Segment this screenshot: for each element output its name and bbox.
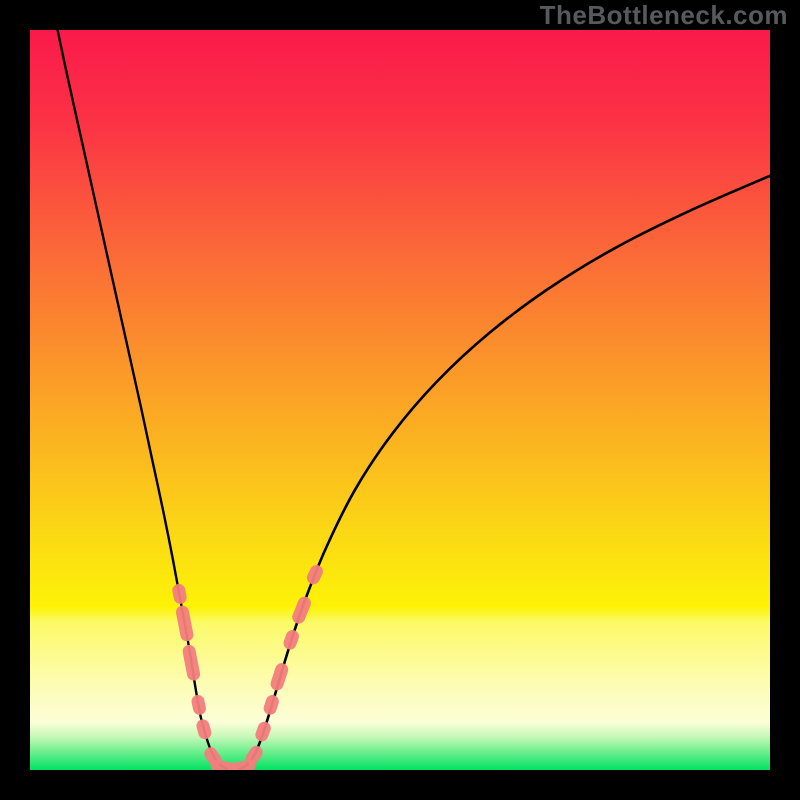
gradient-background — [30, 30, 770, 770]
bottleneck-plot — [30, 30, 770, 770]
bottleneck-chart-frame: TheBottleneck.com — [0, 0, 800, 800]
watermark-label: TheBottleneck.com — [540, 2, 788, 28]
